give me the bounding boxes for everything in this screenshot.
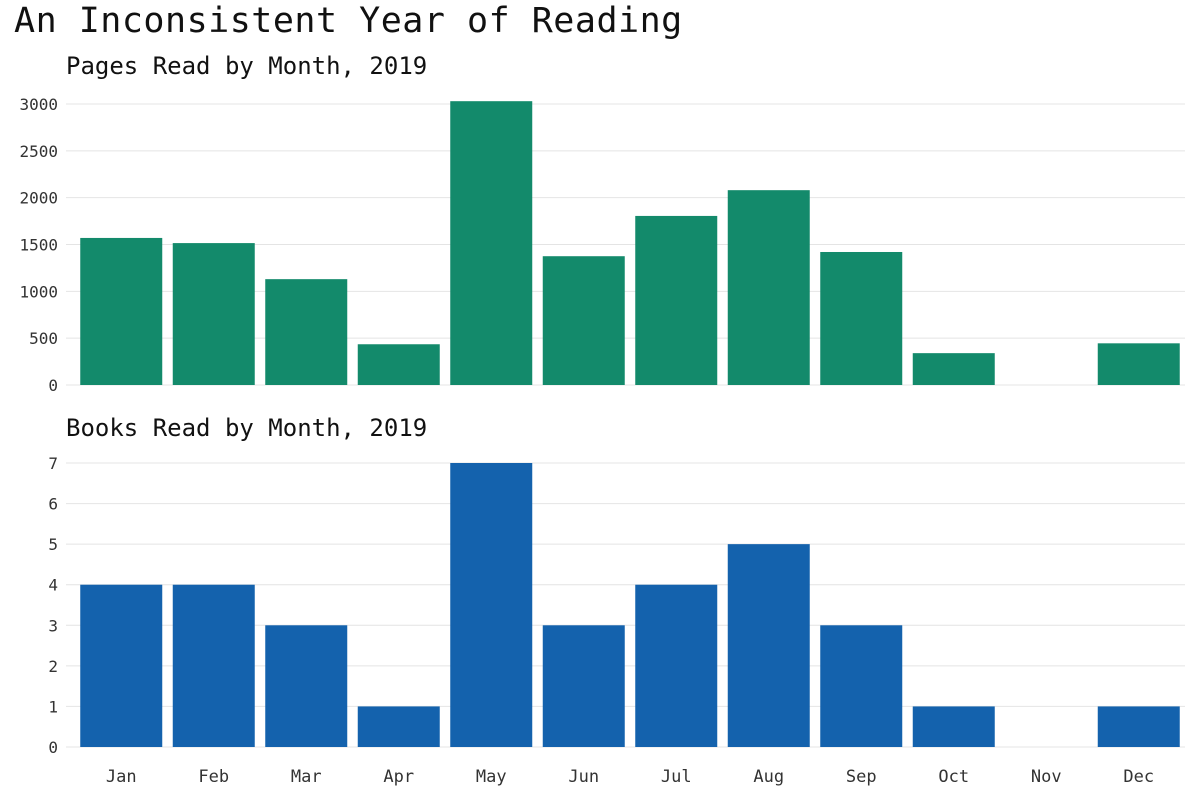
- books-y-tick-label: 2: [48, 657, 58, 676]
- books-y-tick-label: 4: [48, 576, 58, 595]
- books-bar-jun: [542, 625, 625, 747]
- x-tick-label-feb: Feb: [198, 767, 229, 787]
- pages-y-tick-label: 3000: [19, 95, 58, 114]
- books-y-tick-label: 1: [48, 697, 58, 716]
- books-bar-jul: [635, 584, 718, 747]
- x-tick-label-may: May: [476, 767, 507, 787]
- pages-bar-jun: [542, 256, 625, 385]
- pages-y-tick-label: 0: [48, 376, 58, 395]
- pages-bar-oct: [912, 353, 995, 385]
- pages-y-tick-label: 2500: [19, 142, 58, 161]
- books-bar-aug: [727, 544, 810, 747]
- pages-bar-jan: [80, 237, 163, 385]
- x-tick-label-sep: Sep: [846, 767, 877, 787]
- chart-main-title: An Inconsistent Year of Reading: [14, 1, 683, 41]
- pages-bar-apr: [357, 344, 440, 385]
- books-bar-sep: [820, 625, 903, 747]
- pages-y-tick-label: 1500: [19, 236, 58, 255]
- x-tick-label-jun: Jun: [568, 767, 599, 787]
- pages-y-tick-label: 2000: [19, 189, 58, 208]
- x-tick-label-aug: Aug: [753, 767, 784, 787]
- pages-y-tick-label: 1000: [19, 282, 58, 301]
- books-y-tick-label: 6: [48, 495, 58, 514]
- books-y-tick-label: 0: [48, 738, 58, 757]
- books-y-tick-label: 3: [48, 616, 58, 635]
- books-bar-feb: [172, 584, 255, 747]
- x-tick-label-nov: Nov: [1031, 767, 1062, 787]
- pages-bar-may: [450, 101, 533, 385]
- pages-panel-title: Pages Read by Month, 2019: [66, 52, 427, 80]
- books-bar-mar: [265, 625, 348, 747]
- books-bar-dec: [1097, 706, 1180, 747]
- pages-bar-feb: [172, 243, 255, 385]
- x-tick-label-dec: Dec: [1123, 767, 1154, 787]
- x-tick-label-oct: Oct: [938, 767, 969, 787]
- pages-bar-aug: [727, 190, 810, 385]
- pages-bar-jul: [635, 215, 718, 385]
- books-bar-jan: [80, 584, 163, 747]
- pages-bar-sep: [820, 251, 903, 385]
- pages-bar-mar: [265, 279, 348, 385]
- x-tick-label-jan: Jan: [106, 767, 137, 787]
- books-bar-oct: [912, 706, 995, 747]
- books-y-tick-label: 7: [48, 454, 58, 473]
- books-panel-title: Books Read by Month, 2019: [66, 414, 427, 442]
- pages-y-tick-label: 500: [29, 329, 58, 348]
- x-tick-label-jul: Jul: [661, 767, 692, 787]
- books-bar-may: [450, 463, 533, 747]
- pages-bar-dec: [1097, 343, 1180, 385]
- x-tick-label-mar: Mar: [291, 767, 322, 787]
- books-y-tick-label: 5: [48, 535, 58, 554]
- books-bar-apr: [357, 706, 440, 747]
- x-tick-label-apr: Apr: [383, 767, 414, 787]
